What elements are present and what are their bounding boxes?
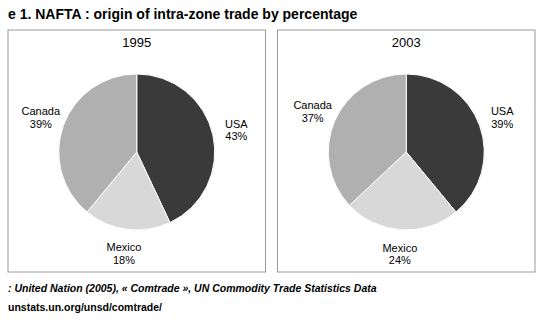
figure: e 1. NAFTA : origin of intra-zone trade …: [0, 0, 543, 333]
slice-label: Mexico24%: [382, 242, 417, 267]
panel-frame: [278, 30, 536, 272]
panel-frame: [8, 30, 266, 272]
data-labels: USA43% Mexico18% Canada39%: [22, 105, 249, 265]
slice-value: 39%: [491, 118, 513, 130]
footer-note: unstats.un.org/unsd/comtrade/: [8, 301, 162, 313]
slice-value: 18%: [113, 254, 135, 266]
slice-label: USA43%: [225, 118, 248, 143]
data-labels: USA39% Mexico24% Canada37%: [293, 99, 514, 266]
slice-category: USA: [225, 118, 248, 130]
slice-category: Canada: [293, 99, 332, 111]
pie-panel: 2003 USA39% Mexico24% Canada37%: [278, 30, 536, 272]
chart-title: 2003: [392, 35, 421, 50]
pie-slice: [59, 74, 137, 212]
pie: [59, 74, 215, 230]
slice-label: USA39%: [491, 105, 514, 130]
figure-title: e 1. NAFTA : origin of intra-zone trade …: [8, 6, 357, 22]
slice-label: Mexico18%: [107, 241, 142, 266]
slice-category: Canada: [22, 105, 61, 117]
footer-note: : United Nation (2005), « Comtrade », UN…: [8, 282, 377, 294]
slice-value: 39%: [30, 118, 52, 130]
slice-category: Mexico: [382, 242, 417, 254]
slice-value: 37%: [302, 112, 324, 124]
slice-label: Canada39%: [22, 105, 61, 130]
pie-panel: 1995 USA43% Mexico18% Canada39%: [8, 30, 266, 272]
pie-slice: [328, 74, 406, 205]
slice-value: 43%: [225, 130, 247, 142]
slice-category: USA: [491, 105, 514, 117]
slice-category: Mexico: [107, 241, 142, 253]
slice-label: Canada37%: [293, 99, 332, 124]
chart-title: 1995: [122, 35, 151, 50]
slice-value: 24%: [389, 254, 411, 266]
pie: [328, 74, 484, 230]
